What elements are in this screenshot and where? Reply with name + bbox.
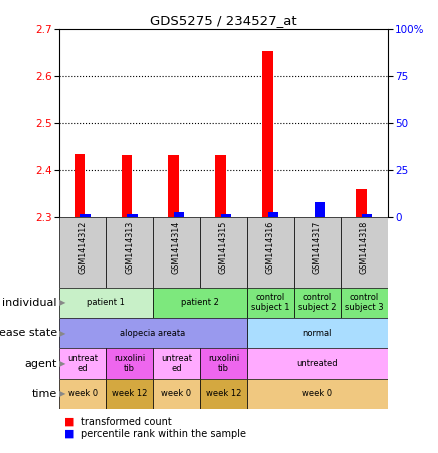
Bar	[59, 288, 153, 318]
Bar	[106, 348, 153, 379]
Text: ■: ■	[64, 429, 74, 439]
Text: ■: ■	[64, 417, 74, 427]
Bar	[80, 214, 91, 217]
Text: agent: agent	[25, 358, 57, 369]
Bar	[215, 155, 226, 217]
Text: week 0: week 0	[302, 390, 332, 398]
Bar	[262, 51, 272, 217]
Bar	[106, 217, 153, 288]
Text: control
subject 2: control subject 2	[298, 294, 336, 312]
Bar	[356, 189, 367, 217]
Bar	[59, 318, 247, 348]
Bar	[200, 348, 247, 379]
Bar	[174, 212, 184, 217]
Bar	[247, 217, 294, 288]
Bar	[59, 348, 106, 379]
Bar	[153, 348, 200, 379]
Text: ruxolini
tib: ruxolini tib	[114, 354, 145, 373]
Text: percentile rank within the sample: percentile rank within the sample	[81, 429, 246, 439]
Bar	[153, 217, 200, 288]
Bar	[294, 288, 341, 318]
Bar	[247, 318, 388, 348]
Text: ▶: ▶	[59, 299, 66, 307]
Bar	[169, 155, 179, 217]
Bar	[362, 214, 372, 217]
Text: GSM1414317: GSM1414317	[313, 221, 322, 275]
Text: alopecia areata: alopecia areata	[120, 329, 186, 337]
Title: GDS5275 / 234527_at: GDS5275 / 234527_at	[150, 14, 297, 27]
Text: untreated: untreated	[297, 359, 338, 368]
Bar	[341, 217, 388, 288]
Text: normal: normal	[303, 329, 332, 337]
Bar	[200, 379, 247, 409]
Text: control
subject 1: control subject 1	[251, 294, 290, 312]
Bar	[247, 288, 294, 318]
Bar	[247, 379, 388, 409]
Bar	[268, 212, 278, 217]
Bar	[59, 379, 106, 409]
Text: ▶: ▶	[59, 359, 66, 368]
Text: time: time	[32, 389, 57, 399]
Text: GSM1414313: GSM1414313	[125, 221, 134, 274]
Bar	[315, 202, 325, 217]
Text: disease state: disease state	[0, 328, 57, 338]
Text: untreat
ed: untreat ed	[67, 354, 98, 373]
Bar	[106, 379, 153, 409]
Bar	[200, 217, 247, 288]
Text: GSM1414312: GSM1414312	[78, 221, 87, 275]
Text: control
subject 3: control subject 3	[345, 294, 384, 312]
Text: transformed count: transformed count	[81, 417, 172, 427]
Text: ▶: ▶	[59, 390, 66, 398]
Bar	[341, 288, 388, 318]
Bar	[221, 214, 231, 217]
Text: GSM1414316: GSM1414316	[266, 221, 275, 274]
Text: individual: individual	[3, 298, 57, 308]
Text: GSM1414315: GSM1414315	[219, 221, 228, 275]
Text: patient 1: patient 1	[87, 299, 125, 307]
Bar	[121, 155, 132, 217]
Text: GSM1414314: GSM1414314	[172, 221, 181, 274]
Bar	[127, 214, 138, 217]
Text: week 0: week 0	[161, 390, 191, 398]
Text: GSM1414318: GSM1414318	[360, 221, 369, 274]
Bar	[74, 154, 85, 217]
Text: week 12: week 12	[206, 390, 241, 398]
Text: ▶: ▶	[59, 329, 66, 337]
Bar	[294, 217, 341, 288]
Bar	[59, 217, 106, 288]
Bar	[247, 348, 388, 379]
Text: untreat
ed: untreat ed	[161, 354, 192, 373]
Text: week 0: week 0	[67, 390, 98, 398]
Bar	[153, 379, 200, 409]
Text: patient 2: patient 2	[181, 299, 219, 307]
Text: ruxolini
tib: ruxolini tib	[208, 354, 239, 373]
Text: week 12: week 12	[112, 390, 147, 398]
Bar	[153, 288, 247, 318]
